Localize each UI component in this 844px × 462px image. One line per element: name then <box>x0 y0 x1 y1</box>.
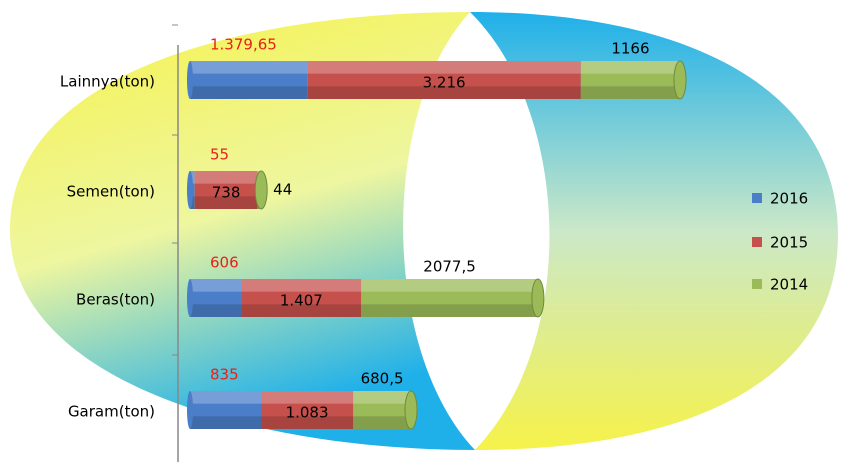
bar-shade <box>190 61 308 74</box>
data-label: 738 <box>212 184 241 202</box>
bar-shadow <box>190 196 195 209</box>
bar-segment <box>361 279 538 317</box>
bar-segment <box>190 391 262 429</box>
bar-shadow <box>190 86 308 99</box>
data-label: 835 <box>210 366 239 384</box>
bar-segment <box>194 171 258 209</box>
y-tick-label: Garam(ton) <box>68 403 155 421</box>
data-label: 1166 <box>611 40 649 58</box>
bar-shadow <box>190 416 262 429</box>
data-label: 1.407 <box>280 292 323 310</box>
bar-shade <box>190 171 195 184</box>
bar-cap-start <box>187 171 193 209</box>
bar-segment <box>190 279 242 317</box>
bar-shadow <box>580 86 680 99</box>
background-left <box>10 12 475 450</box>
bar-shadow <box>190 304 242 317</box>
y-tick-label: Semen(ton) <box>67 183 155 201</box>
y-tick-label: Beras(ton) <box>76 291 155 309</box>
bar-shadow <box>241 304 362 317</box>
bar-shadow <box>361 304 538 317</box>
bar-cap <box>531 278 545 318</box>
bar-shade <box>194 171 258 184</box>
data-label: 1.083 <box>286 404 329 422</box>
bar-shadow <box>194 196 258 209</box>
bar-shade <box>241 279 362 292</box>
data-label: 680,5 <box>361 370 404 388</box>
data-label: 55 <box>210 146 229 164</box>
data-label: 2077,5 <box>423 258 476 276</box>
legend-label: 2016 <box>770 190 808 208</box>
bar-shade <box>190 391 262 404</box>
bar-shade <box>190 279 242 292</box>
bar-segment <box>307 61 581 99</box>
bar-cap-start <box>187 391 193 429</box>
bar-segment <box>353 391 411 429</box>
bar-segment <box>261 391 354 429</box>
bar-cap <box>404 390 418 430</box>
data-label: 3.216 <box>423 74 466 92</box>
data-label: 606 <box>210 254 239 272</box>
legend-swatch <box>752 237 762 247</box>
bar-shadow <box>307 86 581 99</box>
legend-swatch <box>752 279 762 289</box>
data-label: 44 <box>273 181 292 199</box>
data-label: 1.379,65 <box>210 36 277 54</box>
bar-cap <box>254 170 268 210</box>
bar-shade <box>361 279 538 292</box>
bar-shadow <box>353 416 411 429</box>
bar-shade <box>580 61 680 74</box>
y-tick-label: Lainnya(ton) <box>60 73 155 91</box>
bar-segment <box>580 61 680 99</box>
background-right <box>470 12 838 450</box>
bar-shade <box>261 391 354 404</box>
bar-shade <box>353 391 411 404</box>
bar-shade <box>307 61 581 74</box>
bar-segment <box>190 61 308 99</box>
legend-label: 2015 <box>770 234 808 252</box>
bar-cap-start <box>187 279 193 317</box>
legend-swatch <box>752 193 762 203</box>
bar-shadow <box>261 416 354 429</box>
bar-cap-start <box>187 61 193 99</box>
legend-label: 2014 <box>770 276 808 294</box>
bar-segment <box>241 279 362 317</box>
bar-cap <box>673 60 687 100</box>
